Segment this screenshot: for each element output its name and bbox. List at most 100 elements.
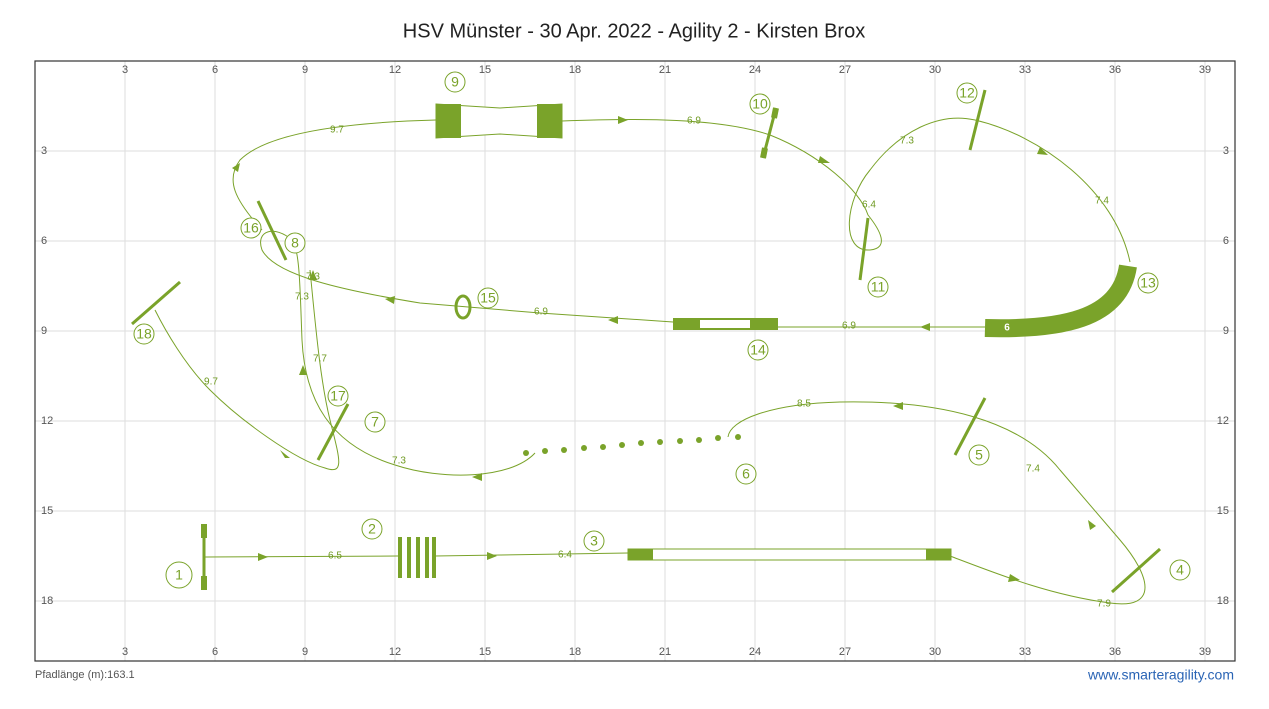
obstacle-number: 8 <box>291 235 299 251</box>
obstacle-marker <box>735 463 757 485</box>
x-tick-label: 27 <box>839 64 851 76</box>
x-tick-label: 39 <box>1199 64 1211 76</box>
x-tick-label: 33 <box>1019 646 1031 658</box>
x-tick-label: 39 <box>1199 646 1211 658</box>
obstacle-marker <box>1169 559 1191 581</box>
obstacle-number: 18 <box>136 326 152 342</box>
tunnel-label: 6 <box>1004 323 1010 334</box>
x-tick-label: 36 <box>1109 646 1121 658</box>
obstacle-number: 17 <box>330 388 346 404</box>
obstacle-number: 10 <box>752 96 768 112</box>
obstacle-marker <box>749 93 771 115</box>
y-tick-label: 6 <box>41 235 47 247</box>
x-tick-label: 27 <box>839 646 851 658</box>
x-tick-label: 30 <box>929 64 941 76</box>
obstacle-marker <box>968 444 990 466</box>
dog-path <box>154 116 1146 605</box>
obstacle-number: 4 <box>1176 562 1184 578</box>
obstacle-marker <box>361 518 383 540</box>
x-tick-label: 24 <box>749 646 761 658</box>
equipment <box>131 89 1162 594</box>
y-tick-label: 15 <box>41 505 53 517</box>
obstacle-number: 7 <box>371 414 379 430</box>
distance-label: 6.5 <box>328 551 342 562</box>
distance-label: 8.5 <box>797 399 811 410</box>
y-tick-label: 12 <box>1217 415 1229 427</box>
x-tick-label: 24 <box>749 64 761 76</box>
x-tick-label: 3 <box>122 64 128 76</box>
distance-label: 7.4 <box>1026 464 1040 475</box>
grid: 3366991212151518182121242427273030333336… <box>35 61 1235 661</box>
distance-label: 6.4 <box>558 550 572 561</box>
distance-label: 6.9 <box>687 116 701 127</box>
x-tick-label: 6 <box>212 64 218 76</box>
obstacle-marker <box>284 232 306 254</box>
y-tick-label: 18 <box>1217 595 1229 607</box>
distance-label: 7.3 <box>295 292 309 303</box>
obstacle-marker <box>133 323 155 345</box>
distance-label: 7.4 <box>1095 196 1109 207</box>
obstacle-number: 5 <box>975 447 983 463</box>
distance-label: 7.3 <box>306 272 320 283</box>
x-tick-label: 15 <box>479 646 491 658</box>
x-tick-label: 9 <box>302 64 308 76</box>
x-tick-label: 15 <box>479 64 491 76</box>
obstacle-number: 6 <box>742 466 750 482</box>
y-tick-label: 3 <box>1223 145 1229 157</box>
y-tick-label: 3 <box>41 145 47 157</box>
obstacle-number: 15 <box>480 290 496 306</box>
x-tick-label: 21 <box>659 646 671 658</box>
obstacle-marker <box>165 561 193 589</box>
obstacle-marker <box>240 217 262 239</box>
distance-label: 9.7 <box>330 125 344 136</box>
obstacle-number: 11 <box>871 279 886 295</box>
x-tick-label: 12 <box>389 646 401 658</box>
distance-label: 7.9 <box>1097 599 1111 610</box>
distance-label: 7.7 <box>313 354 327 365</box>
x-tick-label: 6 <box>212 646 218 658</box>
y-tick-label: 6 <box>1223 235 1229 247</box>
distance-label: 6.9 <box>534 307 548 318</box>
x-tick-label: 36 <box>1109 64 1121 76</box>
obstacle-marker <box>327 385 349 407</box>
x-tick-label: 18 <box>569 64 581 76</box>
obstacle-number: 2 <box>368 521 376 537</box>
obstacle-number: 16 <box>243 220 259 236</box>
obstacle-marker <box>956 82 978 104</box>
obstacle-number: 12 <box>959 85 975 101</box>
obstacle-marker <box>364 411 386 433</box>
x-tick-label: 18 <box>569 646 581 658</box>
obstacle-number: 9 <box>451 74 459 90</box>
obstacle-marker <box>583 530 605 552</box>
x-tick-label: 3 <box>122 646 128 658</box>
field-border <box>34 60 1236 662</box>
x-tick-label: 33 <box>1019 64 1031 76</box>
obstacle-number: 14 <box>750 342 766 358</box>
distance-label: 9.7 <box>204 377 218 388</box>
obstacle-number: 3 <box>590 533 598 549</box>
obstacle-marker <box>747 339 769 361</box>
distance-label: 7.3 <box>392 456 406 467</box>
y-tick-label: 18 <box>41 595 53 607</box>
y-tick-label: 15 <box>1217 505 1229 517</box>
distance-label: 6.9 <box>842 321 856 332</box>
obstacle-number: 1 <box>175 567 183 583</box>
path-length: Pfadlänge (m):163.1 <box>35 669 135 681</box>
distance-label: 6.4 <box>862 200 876 211</box>
obstacle-marker <box>477 287 499 309</box>
obstacle-number: 13 <box>1140 275 1156 291</box>
site-link[interactable]: www.smarteragility.com <box>1087 667 1234 683</box>
x-tick-label: 12 <box>389 64 401 76</box>
title: HSV Münster - 30 Apr. 2022 - Agility 2 -… <box>403 20 865 42</box>
x-tick-label: 30 <box>929 646 941 658</box>
x-tick-label: 21 <box>659 64 671 76</box>
distance-label: 7.3 <box>900 136 914 147</box>
y-tick-label: 12 <box>41 415 53 427</box>
y-tick-label: 9 <box>1223 325 1229 337</box>
obstacle-marker <box>867 276 889 298</box>
obstacle-marker <box>444 71 466 93</box>
obstacle-marker <box>1137 272 1159 294</box>
y-tick-label: 9 <box>41 325 47 337</box>
